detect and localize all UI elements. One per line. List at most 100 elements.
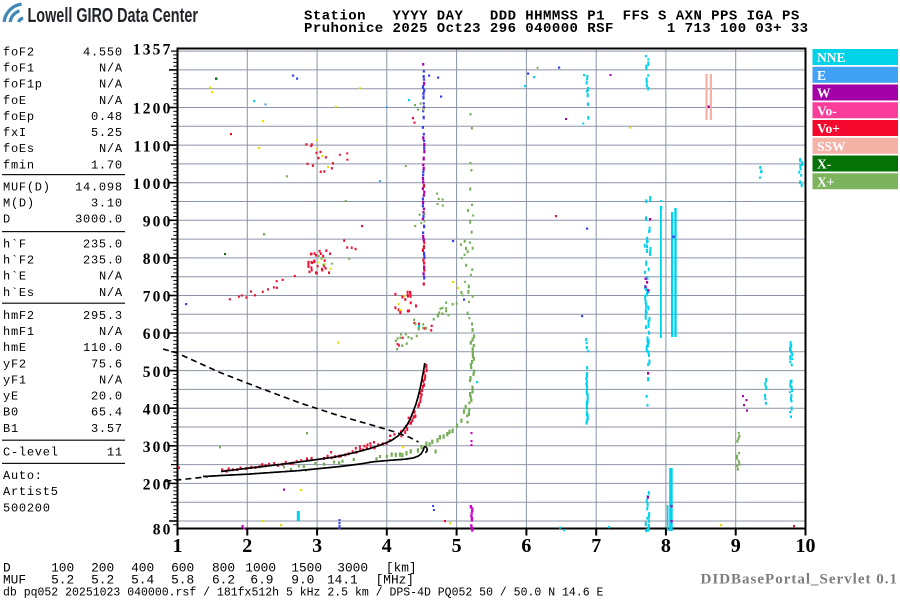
svg-text:6: 6 bbox=[521, 535, 531, 557]
svg-text:NNE: NNE bbox=[817, 50, 846, 65]
svg-text:foE: foE bbox=[3, 94, 27, 108]
svg-text:1500: 1500 bbox=[291, 560, 322, 575]
svg-text:1100: 1100 bbox=[134, 138, 173, 155]
svg-text:h`F: h`F bbox=[3, 237, 27, 251]
svg-text:Vo-: Vo- bbox=[817, 103, 837, 118]
svg-text:db pq052 20251023 040000.rsf /: db pq052 20251023 040000.rsf / 181fx512h… bbox=[3, 587, 603, 600]
svg-text:SSW: SSW bbox=[817, 139, 846, 154]
svg-text:9: 9 bbox=[731, 535, 741, 557]
svg-text:h`E: h`E bbox=[3, 270, 27, 284]
svg-text:5.4: 5.4 bbox=[131, 572, 154, 587]
svg-text:80: 80 bbox=[153, 522, 173, 539]
svg-text:400: 400 bbox=[131, 560, 154, 575]
svg-text:3000.0: 3000.0 bbox=[75, 213, 123, 227]
svg-text:X-: X- bbox=[817, 157, 831, 172]
svg-text:DIDBasePortal_Servlet 0.1: DIDBasePortal_Servlet 0.1 bbox=[701, 572, 898, 588]
svg-text:600: 600 bbox=[143, 326, 173, 343]
svg-text:foF1p: foF1p bbox=[3, 78, 43, 92]
svg-text:Station YYYY DAY DDD HHMMS: Station YYYY DAY DDD HHMMSS P1 FFS S AXN… bbox=[304, 9, 800, 25]
svg-text:800: 800 bbox=[143, 251, 173, 268]
svg-text:8: 8 bbox=[661, 535, 671, 557]
svg-text:yE: yE bbox=[3, 390, 19, 404]
svg-text:100: 100 bbox=[51, 560, 74, 575]
svg-text:N/A: N/A bbox=[99, 286, 123, 300]
svg-text:1200: 1200 bbox=[133, 101, 173, 118]
svg-text:foF2: foF2 bbox=[3, 45, 35, 59]
svg-text:h`F2: h`F2 bbox=[3, 254, 35, 268]
svg-text:600: 600 bbox=[171, 560, 194, 575]
svg-text:5.2: 5.2 bbox=[51, 572, 74, 587]
svg-text:[MHz]: [MHz] bbox=[376, 572, 414, 587]
svg-text:hmF1: hmF1 bbox=[3, 325, 35, 339]
svg-text:hmF2: hmF2 bbox=[3, 309, 35, 323]
svg-text:900: 900 bbox=[143, 214, 173, 231]
svg-text:N/A: N/A bbox=[99, 142, 123, 156]
svg-text:E: E bbox=[817, 68, 826, 83]
svg-text:1000: 1000 bbox=[245, 560, 276, 575]
svg-text:500200: 500200 bbox=[3, 501, 51, 515]
svg-text:6.9: 6.9 bbox=[250, 572, 273, 587]
svg-text:1: 1 bbox=[173, 535, 183, 557]
svg-text:5: 5 bbox=[452, 535, 462, 557]
svg-text:D: D bbox=[3, 560, 11, 575]
svg-text:[km]: [km] bbox=[386, 560, 417, 575]
svg-text:110.0: 110.0 bbox=[83, 341, 123, 355]
svg-text:295.3: 295.3 bbox=[83, 309, 123, 323]
svg-text:4.550: 4.550 bbox=[83, 45, 123, 59]
svg-text:B0: B0 bbox=[3, 406, 19, 420]
svg-text:10: 10 bbox=[796, 535, 816, 557]
svg-text:1.70: 1.70 bbox=[91, 158, 123, 172]
svg-text:N/A: N/A bbox=[99, 373, 123, 387]
svg-text:foEs: foEs bbox=[3, 142, 35, 156]
svg-text:400: 400 bbox=[143, 401, 173, 418]
svg-text:D: D bbox=[3, 213, 11, 227]
svg-text:800: 800 bbox=[212, 560, 235, 575]
svg-text:Lowell GIRO Data Center: Lowell GIRO Data Center bbox=[28, 5, 199, 27]
svg-text:1000: 1000 bbox=[133, 176, 173, 193]
svg-text:Auto:: Auto: bbox=[3, 469, 43, 483]
svg-text:700: 700 bbox=[143, 289, 173, 306]
svg-text:3000: 3000 bbox=[337, 560, 368, 575]
svg-text:hmE: hmE bbox=[3, 341, 27, 355]
svg-text:200: 200 bbox=[91, 560, 114, 575]
svg-text:C-level: C-level bbox=[3, 446, 59, 460]
svg-text:N/A: N/A bbox=[99, 94, 123, 108]
svg-text:5.2: 5.2 bbox=[91, 572, 114, 587]
svg-text:yF2: yF2 bbox=[3, 357, 27, 371]
svg-text:h`Es: h`Es bbox=[3, 286, 35, 300]
svg-text:yF1: yF1 bbox=[3, 373, 27, 387]
svg-text:20.0: 20.0 bbox=[91, 390, 123, 404]
svg-text:2: 2 bbox=[242, 535, 252, 557]
svg-text:X+: X+ bbox=[817, 174, 834, 189]
svg-text:300: 300 bbox=[143, 439, 173, 456]
svg-text:N/A: N/A bbox=[99, 62, 123, 76]
svg-text:3.57: 3.57 bbox=[91, 422, 123, 436]
svg-text:0.48: 0.48 bbox=[91, 110, 123, 124]
svg-text:fxI: fxI bbox=[3, 126, 27, 140]
svg-text:N/A: N/A bbox=[99, 78, 123, 92]
svg-text:235.0: 235.0 bbox=[83, 237, 123, 251]
svg-text:1357: 1357 bbox=[133, 42, 173, 59]
svg-text:Vo+: Vo+ bbox=[817, 121, 840, 136]
svg-text:5.8: 5.8 bbox=[171, 572, 194, 587]
svg-text:4: 4 bbox=[382, 535, 392, 557]
svg-text:200: 200 bbox=[143, 477, 173, 494]
svg-text:14.1: 14.1 bbox=[327, 572, 358, 587]
svg-text:235.0: 235.0 bbox=[83, 254, 123, 268]
svg-text:3.10: 3.10 bbox=[91, 197, 123, 211]
svg-text:7: 7 bbox=[591, 535, 601, 557]
svg-text:Artist5: Artist5 bbox=[3, 485, 59, 499]
svg-text:fmin: fmin bbox=[3, 158, 35, 172]
svg-text:W: W bbox=[817, 86, 831, 101]
svg-text:N/A: N/A bbox=[99, 325, 123, 339]
svg-text:75.6: 75.6 bbox=[91, 357, 123, 371]
svg-text:65.4: 65.4 bbox=[91, 406, 123, 420]
svg-text:foEp: foEp bbox=[3, 110, 35, 124]
svg-text:B1: B1 bbox=[3, 422, 19, 436]
svg-text:N/A: N/A bbox=[99, 270, 123, 284]
svg-text:9.0: 9.0 bbox=[291, 572, 314, 587]
svg-text:Pruhonice 2025 Oct23 296 04000: Pruhonice 2025 Oct23 296 040000 RSF 1 71… bbox=[304, 21, 809, 37]
svg-text:6.2: 6.2 bbox=[212, 572, 235, 587]
svg-text:MUF: MUF bbox=[3, 572, 26, 587]
svg-text:11: 11 bbox=[107, 446, 123, 460]
